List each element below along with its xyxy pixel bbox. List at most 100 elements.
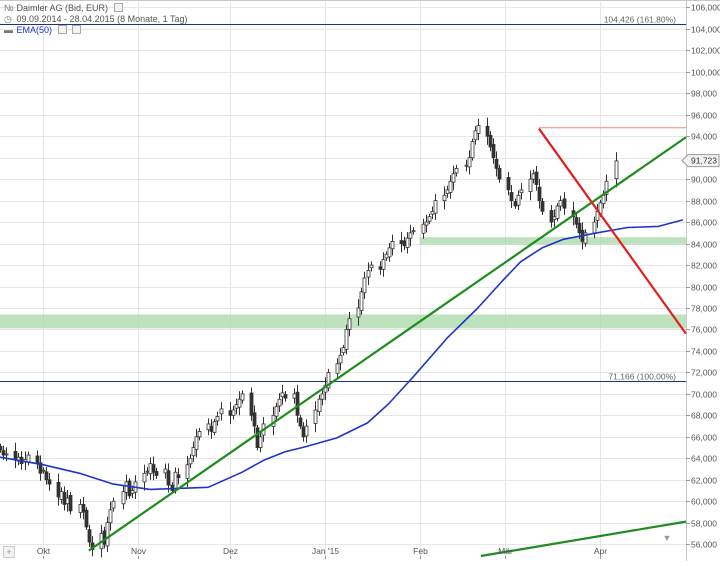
candle-body — [274, 406, 279, 417]
candle-body — [151, 464, 156, 473]
candle-body — [4, 453, 9, 456]
candle-body — [335, 363, 340, 374]
x-tick-label: Nov — [131, 546, 147, 556]
candle-body — [427, 216, 432, 222]
last-price-label: 91,723 — [691, 156, 717, 166]
support-84-zone — [419, 237, 686, 245]
candle-body — [574, 217, 579, 225]
ema-line — [0, 219, 684, 491]
candle-body — [552, 216, 557, 220]
y-tick-label: 76,000 — [691, 325, 717, 335]
candle-body — [1, 450, 6, 456]
candle-body — [359, 291, 364, 311]
x-axis: Okt Nov Dez Jan '15 Feb Mär Apr — [37, 546, 607, 559]
last-price-marker — [681, 154, 720, 168]
y-tick-label: 100,000 — [691, 68, 720, 78]
x-tick-label: Okt — [37, 546, 51, 556]
support-zones — [0, 237, 686, 329]
scroll-down-button[interactable]: ▼ — [662, 533, 672, 543]
candle-body — [108, 509, 113, 524]
y-tick-label: 82,000 — [691, 261, 717, 271]
candle-body — [173, 471, 178, 490]
candle-body — [601, 194, 606, 205]
y-tick-label: 90,000 — [691, 175, 717, 185]
candle-body — [148, 463, 153, 475]
y-axis: 56,000 58,000 60,000 62,000 64,000 66,000 68,0… — [681, 3, 720, 550]
x-tick-label: Jan '15 — [312, 546, 339, 556]
indicator-close-icon[interactable] — [72, 25, 82, 34]
candle-body — [381, 259, 386, 270]
add-button-label: + — [6, 547, 12, 557]
y-tick-label: 106,000 — [691, 3, 720, 13]
y-tick-label: 58,000 — [691, 519, 717, 529]
candle-body — [237, 398, 242, 408]
candle-body — [362, 277, 367, 294]
candle-body — [317, 398, 322, 413]
candle-body — [145, 470, 150, 473]
candle-body — [509, 192, 514, 202]
scroll-down-icon: ▼ — [662, 533, 672, 543]
candle-body — [497, 168, 502, 180]
y-tick-label: 86,000 — [691, 218, 717, 228]
uptrend-main-line — [88, 136, 687, 552]
candle-body — [84, 509, 89, 528]
candle-body — [62, 492, 67, 505]
y-tick-label: 78,000 — [691, 304, 717, 314]
candle-body — [614, 160, 619, 180]
candle-body — [65, 497, 70, 505]
candle-body — [387, 247, 392, 258]
candle-body — [442, 194, 447, 202]
candle-body — [537, 186, 542, 202]
candle-body — [562, 198, 567, 209]
candle-body — [240, 393, 245, 401]
candle-body — [470, 141, 475, 159]
chart-symbol-icon: № — [4, 3, 14, 13]
candle-body — [59, 491, 64, 500]
date-range: ◷ 09.09.2014 - 28.04.2015 (8 Monate, 1 T… — [4, 14, 187, 25]
candle-body — [258, 436, 263, 448]
candle-body — [249, 392, 254, 416]
candle-body — [356, 307, 361, 318]
candle-body — [464, 164, 469, 167]
x-tick-label: Dez — [223, 546, 238, 556]
candle-body — [421, 223, 426, 234]
candle-body — [154, 470, 159, 476]
support-76-zone — [0, 314, 686, 329]
candle-body — [166, 470, 171, 486]
candle-body — [35, 455, 40, 465]
candle-body — [506, 177, 511, 191]
uptrend-lower-line — [480, 520, 687, 558]
fib-161-label: 104,426 (161,80%) — [604, 15, 676, 25]
candle-body — [411, 230, 416, 233]
candle-body — [485, 125, 490, 137]
close-box-icon[interactable] — [113, 3, 123, 12]
y-tick-label: 102,000 — [691, 46, 720, 56]
candle-body — [592, 221, 597, 234]
candle-body — [142, 472, 147, 483]
candle-body — [604, 180, 609, 195]
candle-body — [491, 143, 496, 159]
candle-body — [326, 372, 331, 389]
candle-body — [313, 409, 318, 424]
indicator-swatch-icon: ▬ — [4, 25, 13, 35]
candle-body — [528, 178, 533, 193]
candle-body — [277, 398, 282, 407]
indicator-settings-icon[interactable] — [57, 25, 67, 34]
candle-body — [433, 200, 438, 214]
candle-body — [26, 454, 31, 463]
candle-body — [384, 253, 389, 259]
candle-body — [78, 504, 83, 514]
candle-body — [448, 180, 453, 193]
candle-body — [534, 171, 539, 185]
candle-body — [390, 241, 395, 250]
candle-body — [111, 500, 116, 509]
candle-body — [298, 417, 303, 427]
candle-body — [320, 393, 325, 400]
x-tick-label: Feb — [413, 546, 428, 556]
candle-body — [292, 393, 297, 399]
y-tick-label: 70,000 — [691, 390, 717, 400]
candle-body — [206, 423, 211, 431]
add-button[interactable]: + — [3, 546, 15, 558]
trendlines — [88, 128, 687, 558]
